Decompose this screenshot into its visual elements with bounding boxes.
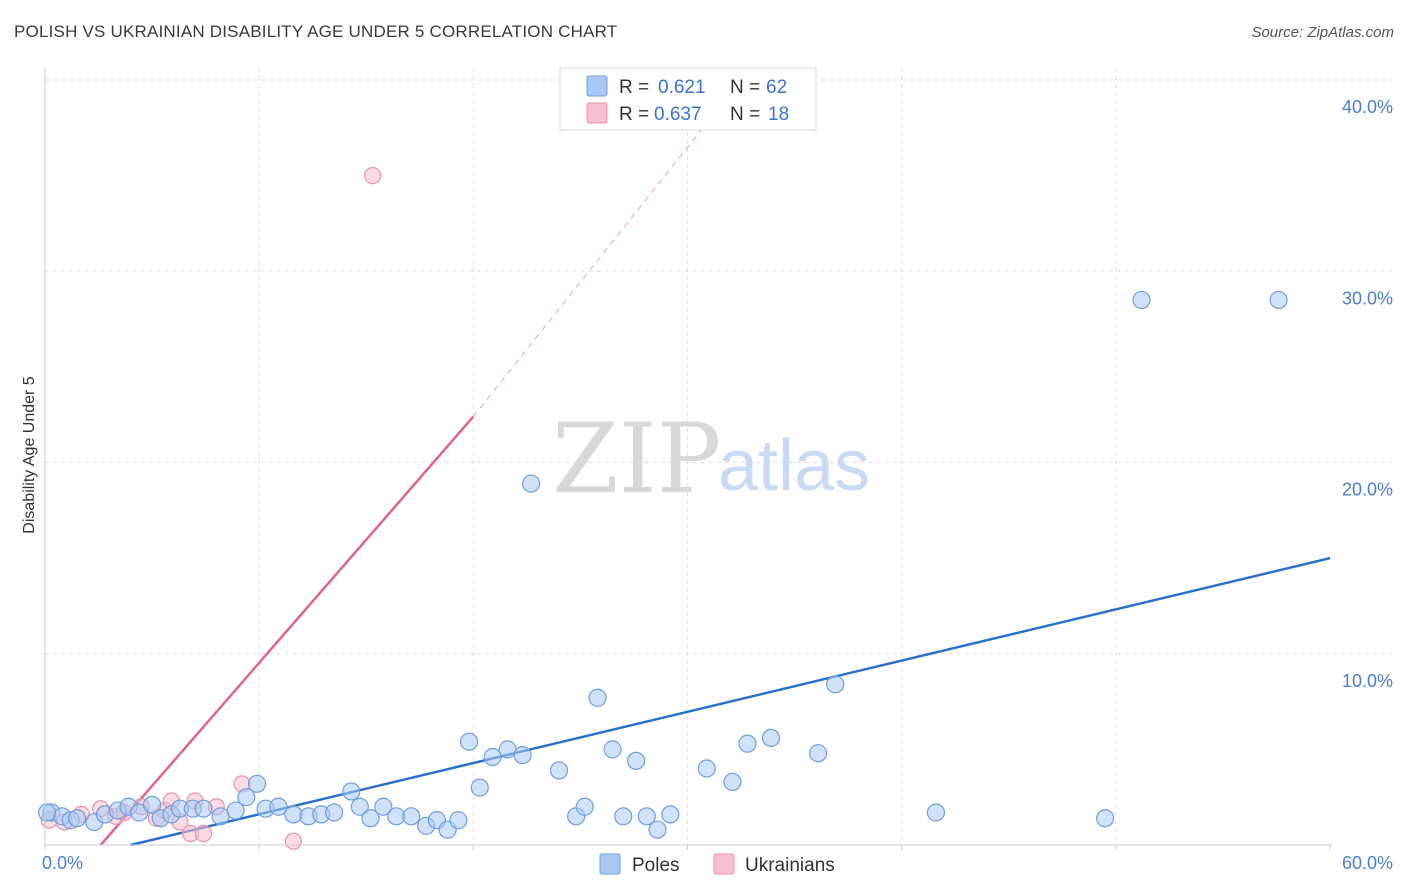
poles-point (269, 797, 288, 816)
ukrainians-point (364, 167, 382, 185)
axes: 10.0% 20.0% 30.0% 40.0% 0.0% 60.0% (42, 68, 1393, 873)
poles-point (513, 746, 532, 765)
poles-point (350, 797, 369, 816)
y-tick-label: 20.0% (1342, 480, 1393, 500)
poles-point (325, 803, 344, 822)
poles-point (809, 744, 828, 763)
legend-n-value-poles: 62 (766, 77, 787, 98)
ukrainians-point (284, 832, 303, 850)
legend-swatch-poles (586, 75, 608, 97)
poles-point (648, 820, 667, 839)
poles-point (483, 747, 502, 767)
poles-point (1132, 290, 1151, 310)
grid-lines (45, 68, 1392, 845)
watermark: ZIP atlas (552, 403, 870, 515)
legend-r-value-ukrainians: 0.637 (654, 104, 702, 125)
poles-point (38, 803, 57, 822)
poles-point (361, 809, 380, 828)
poles-point (626, 751, 646, 770)
x-tick-label: 60.0% (1342, 853, 1393, 873)
poles-point (575, 797, 594, 816)
correlation-legend: R = 0.621 N = 62 R = 0.637 N = 18 (559, 67, 817, 131)
watermark-atlas: atlas (718, 426, 870, 506)
legend-r-value-poles: 0.621 (658, 77, 706, 98)
poles-point (247, 774, 267, 793)
poles-point (637, 807, 656, 826)
poles-point (1096, 809, 1115, 828)
poles-point (374, 797, 393, 816)
y-tick-label: 10.0% (1342, 671, 1393, 691)
poles-point (142, 795, 162, 814)
legend-n-value-ukrainians: 18 (768, 104, 789, 125)
poles-point (284, 805, 303, 824)
poles-point (449, 811, 468, 830)
bottom-legend-label-poles: Poles (632, 855, 680, 876)
poles-point (470, 778, 489, 797)
poles-point (402, 807, 421, 826)
ukrainians-point (194, 824, 213, 843)
chart-title: POLISH VS UKRAINIAN DISABILITY AGE UNDER… (14, 22, 618, 41)
watermark-zip: ZIP (552, 403, 721, 515)
trend-lines (99, 79, 1331, 847)
source-credit: Source: ZipAtlas.com (1251, 24, 1394, 41)
y-axis-label: Disability Age Under 5 (21, 376, 38, 534)
poles-point (603, 740, 622, 759)
poles-point (226, 801, 245, 820)
poles-point (738, 734, 757, 753)
poles-point (194, 799, 213, 818)
poles-point (926, 803, 946, 822)
poles-point (588, 688, 607, 707)
poles-point (522, 474, 541, 493)
poles-point (68, 809, 87, 828)
y-tick-label: 40.0% (1342, 97, 1393, 117)
legend-n-label-poles: N = (730, 77, 760, 98)
poles-point (661, 805, 680, 824)
legend-r-label-ukrainians: R = (619, 104, 649, 125)
y-tick-label: 30.0% (1342, 288, 1393, 308)
x-tick-label: 0.0% (42, 853, 83, 873)
legend-n-label-ukrainians: N = (730, 104, 760, 125)
legend-r-label-poles: R = (619, 77, 649, 98)
poles-point (237, 788, 256, 807)
legend-swatch-ukrainians (586, 102, 608, 124)
bottom-legend-label-ukrainians: Ukrainians (745, 855, 835, 876)
poles-point (342, 782, 361, 801)
series-legend: Poles Ukrainians (599, 853, 835, 876)
poles-point (549, 761, 569, 780)
ukrainians-trend-line (99, 415, 475, 846)
poles-point (614, 807, 633, 826)
poles-point (761, 728, 781, 748)
poles-point (459, 732, 479, 751)
poles-point (697, 759, 716, 778)
poles-point (826, 675, 845, 694)
ukrainians-trend-extension (472, 79, 742, 417)
poles-point (1269, 290, 1288, 310)
bottom-legend-swatch-ukrainians (713, 853, 735, 875)
poles-point (723, 772, 742, 791)
poles-trend-line (130, 556, 1331, 847)
bottom-legend-swatch-poles (599, 853, 621, 875)
